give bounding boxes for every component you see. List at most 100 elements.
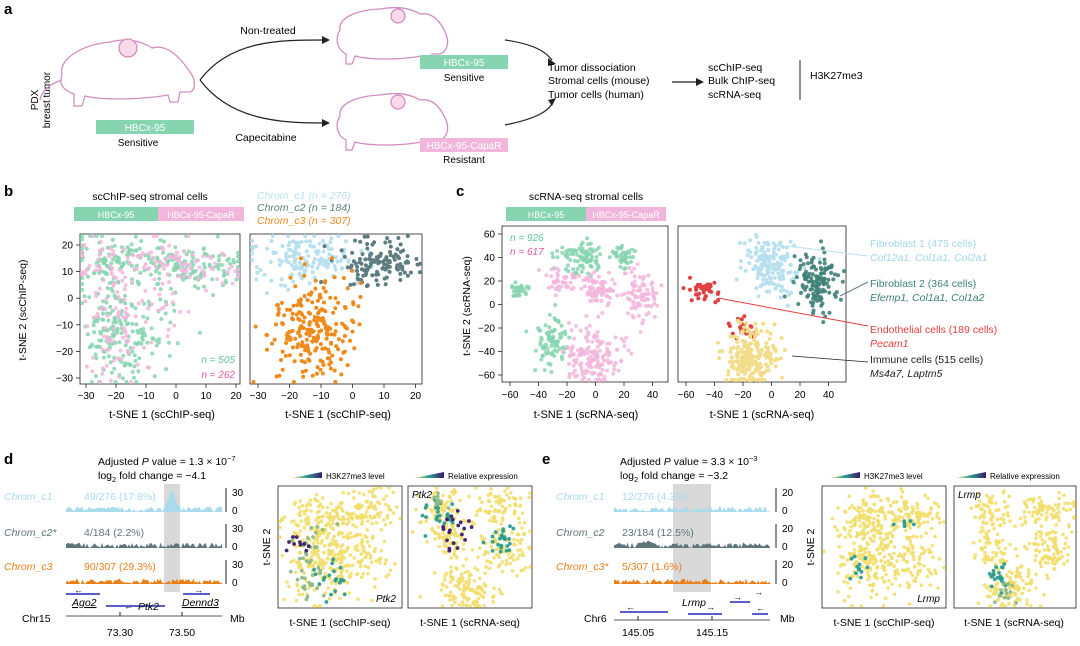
expression-point — [467, 580, 472, 584]
x-tick-label: 0 — [769, 390, 775, 401]
expression-point — [448, 590, 453, 595]
expression-point — [436, 532, 440, 536]
expression-point — [493, 507, 497, 512]
scatter-point-capar — [80, 253, 84, 258]
expression-point — [486, 550, 490, 555]
scatter-point-chrom-c1 — [319, 260, 324, 265]
scatter-point-hbcx95 — [94, 344, 99, 349]
expression-point — [297, 505, 302, 510]
scatter-point-immune — [764, 341, 769, 346]
scatter-point-hbcx95 — [154, 343, 159, 348]
scatter-point-chrom-c1 — [324, 259, 329, 264]
scatter-point-chrom-c3 — [303, 348, 308, 353]
expression-point — [365, 528, 370, 532]
expression-point — [520, 526, 524, 530]
expression-point — [994, 539, 998, 543]
scatter-point-chrom-c3 — [298, 352, 303, 357]
expression-point — [491, 600, 496, 604]
expression-point — [890, 582, 894, 586]
scatter-point-capar — [166, 327, 171, 332]
scatter-point-hbcx95 — [585, 236, 590, 241]
scatter-point-hbcx95 — [153, 269, 158, 274]
expression-point — [1052, 556, 1057, 560]
scatter-point-fibroblast1 — [785, 303, 790, 308]
expression-point — [337, 516, 341, 521]
expression-point — [489, 487, 494, 491]
expression-point — [448, 598, 452, 602]
scatter-point-capar — [630, 292, 635, 297]
scatter-point-chrom-c3 — [308, 311, 313, 316]
expression-point — [352, 489, 356, 494]
scatter-point-capar — [654, 291, 659, 296]
expression-point — [848, 528, 852, 533]
scatter-point-hbcx95 — [553, 303, 558, 308]
d-track3-name: Chrom_c3 — [4, 561, 53, 573]
expression-point — [414, 507, 418, 512]
expression-point — [1003, 604, 1007, 608]
expression-point — [894, 500, 899, 504]
panel-a: a PDX breast tumor HBCx-95 Sensitive Non… — [4, 1, 863, 166]
scatter-point-immune — [757, 371, 762, 376]
mark-label: H3K27me3 — [810, 70, 863, 82]
e-coord-2: 145.15 — [696, 627, 728, 639]
scatter-point-chrom-c1 — [328, 240, 333, 245]
expression-point — [454, 566, 458, 570]
expression-point — [989, 497, 993, 501]
expression-point — [885, 535, 890, 540]
left-box-label: HBCx-95 — [125, 123, 166, 134]
scatter-point-capar — [586, 279, 591, 284]
scatter-point-hbcx95 — [631, 255, 635, 260]
scatter-point-capar — [638, 285, 643, 290]
svg-text:0: 0 — [782, 506, 788, 517]
scatter-point-hbcx95 — [598, 252, 603, 257]
scatter-point-fibroblast2 — [797, 267, 802, 271]
expression-point — [933, 568, 937, 573]
scatter-point-chrom-c1 — [317, 258, 322, 263]
scatter-point-capar — [582, 375, 586, 380]
scatter-point-capar — [646, 303, 651, 308]
expression-point — [366, 571, 370, 576]
expression-point — [360, 513, 364, 517]
expression-point — [842, 526, 846, 530]
scatter-point-capar — [157, 292, 162, 297]
scatter-point-chrom-c3 — [322, 300, 326, 305]
scatter-point-hbcx95 — [566, 263, 570, 268]
scatter-point-hbcx95 — [537, 328, 542, 333]
expression-point — [493, 540, 498, 544]
expression-point — [1018, 571, 1022, 576]
expression-point — [383, 523, 388, 527]
expression-point — [326, 516, 331, 520]
expression-point — [448, 495, 452, 500]
expression-point — [1038, 560, 1043, 564]
scatter-point-capar — [161, 305, 166, 310]
scatter-point-capar — [577, 353, 581, 358]
scatter-point-hbcx95 — [544, 350, 549, 355]
scatter-point-chrom-c1 — [359, 248, 364, 253]
expression-point — [976, 601, 981, 605]
expression-point — [338, 596, 342, 601]
expression-point-high — [314, 530, 318, 535]
scatter-point-chrom-c3 — [298, 256, 303, 261]
scatter-point-fibroblast1 — [776, 271, 781, 276]
scatter-point-capar — [546, 285, 551, 290]
x-tick-label: −10 — [138, 391, 155, 402]
d-rna-scatter — [410, 486, 532, 608]
scatter-point-fibroblast2 — [819, 271, 824, 276]
expression-point — [1026, 568, 1031, 572]
scatter-point-chrom-c3 — [318, 342, 323, 347]
x-tick-label: −10 — [313, 391, 330, 402]
svg-text:30: 30 — [232, 560, 244, 571]
scatter-point-capar — [103, 326, 108, 330]
scatter-point-immune — [730, 363, 735, 368]
scatter-point-chrom-c3 — [329, 340, 333, 345]
scatter-point-capar — [94, 263, 99, 268]
expression-point — [528, 565, 532, 569]
scatter-point-capar — [123, 283, 128, 288]
scatter-point-immune — [735, 355, 740, 360]
expression-point — [315, 541, 320, 545]
scatter-point-capar — [125, 255, 130, 260]
expression-point — [500, 592, 504, 596]
scatter-point-chrom-c3 — [316, 315, 321, 320]
expression-point — [342, 517, 347, 522]
expression-point — [867, 575, 872, 580]
